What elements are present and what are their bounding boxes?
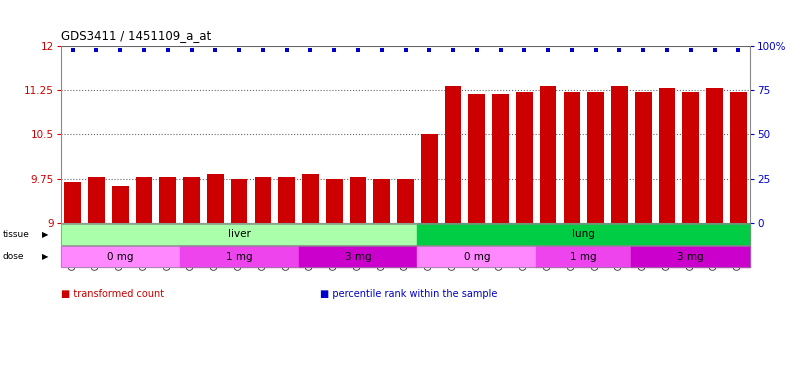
Point [233, 46, 246, 53]
Text: 3 mg: 3 mg [677, 252, 704, 262]
Bar [611, 86, 628, 223]
Point [351, 46, 364, 53]
Text: liver: liver [228, 229, 251, 240]
Point [494, 46, 507, 53]
Point [90, 46, 103, 53]
Point [256, 46, 269, 53]
Point [185, 46, 198, 53]
Point [161, 46, 174, 53]
Bar [540, 86, 556, 223]
Point [375, 46, 388, 53]
Bar [444, 86, 461, 223]
Text: lung: lung [573, 229, 595, 240]
Point [328, 46, 341, 53]
Text: ■ percentile rank within the sample: ■ percentile rank within the sample [320, 289, 498, 299]
Point [684, 46, 697, 53]
Bar [587, 92, 604, 223]
Bar [231, 179, 247, 223]
Bar [278, 177, 295, 223]
Point [589, 46, 602, 53]
Point [114, 46, 127, 53]
Bar [682, 92, 699, 223]
Bar [64, 182, 81, 223]
Text: ▶: ▶ [42, 230, 49, 239]
Point [67, 46, 79, 53]
Point [304, 46, 317, 53]
Text: tissue: tissue [2, 230, 29, 239]
Bar [350, 177, 367, 223]
Text: 1 mg: 1 mg [225, 252, 252, 262]
Bar [730, 92, 747, 223]
Point [423, 46, 436, 53]
Bar [160, 177, 176, 223]
Point [447, 46, 460, 53]
Point [280, 46, 293, 53]
Text: 0 mg: 0 mg [464, 252, 490, 262]
Bar [373, 179, 390, 223]
Bar [255, 177, 271, 223]
Text: 3 mg: 3 mg [345, 252, 371, 262]
Text: ▶: ▶ [42, 252, 49, 261]
Bar [421, 134, 438, 223]
Text: ■ transformed count: ■ transformed count [61, 289, 164, 299]
Point [637, 46, 650, 53]
Text: GDS3411 / 1451109_a_at: GDS3411 / 1451109_a_at [61, 29, 211, 42]
Bar [135, 177, 152, 223]
Point [542, 46, 555, 53]
Point [470, 46, 483, 53]
Bar [183, 177, 200, 223]
Text: 1 mg: 1 mg [570, 252, 597, 262]
Bar [397, 179, 414, 223]
Bar [88, 177, 105, 223]
Bar [302, 174, 319, 223]
Point [613, 46, 626, 53]
Bar [492, 94, 509, 223]
Point [660, 46, 673, 53]
Bar [112, 186, 129, 223]
Point [565, 46, 578, 53]
Point [399, 46, 412, 53]
Text: 0 mg: 0 mg [107, 252, 134, 262]
Bar [635, 92, 651, 223]
Point [209, 46, 222, 53]
Point [708, 46, 721, 53]
Bar [469, 94, 485, 223]
Bar [659, 88, 676, 223]
Bar [516, 92, 533, 223]
Text: dose: dose [2, 252, 24, 261]
Bar [564, 92, 580, 223]
Bar [207, 174, 224, 223]
Point [138, 46, 151, 53]
Point [732, 46, 744, 53]
Bar [326, 179, 342, 223]
Point [518, 46, 531, 53]
Bar [706, 88, 723, 223]
